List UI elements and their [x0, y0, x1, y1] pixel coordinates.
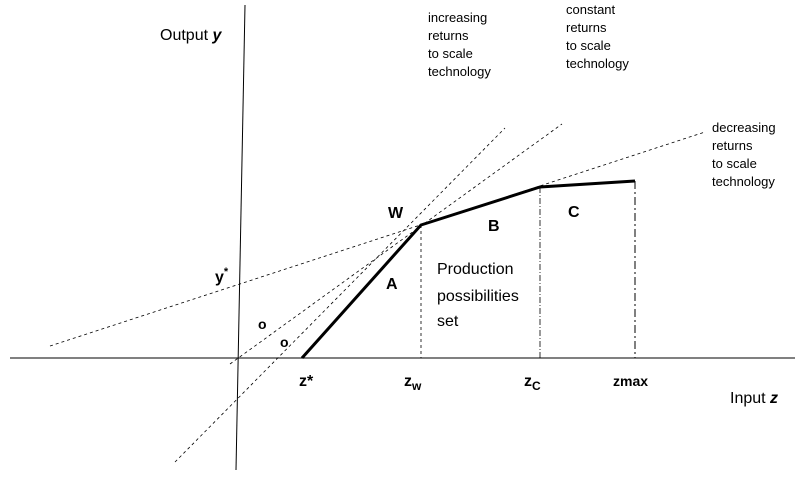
line: set: [437, 313, 459, 330]
line: to scale: [566, 38, 611, 53]
increasing-label: increasing returns to scale technology: [428, 10, 491, 79]
line: decreasing: [712, 120, 776, 135]
marker: o: [258, 316, 267, 332]
line: returns: [566, 20, 607, 35]
point-w: W: [388, 205, 404, 222]
var: z: [404, 373, 412, 390]
segment-c: C: [568, 204, 580, 221]
x-axis-label: Input z: [730, 390, 778, 407]
frontier: [300, 179, 636, 360]
line: constant: [566, 2, 616, 17]
point-y-star: y*: [215, 266, 229, 286]
var: y: [211, 27, 222, 44]
line: to scale: [428, 46, 473, 61]
var: z: [524, 373, 532, 390]
y-axis: [235, 4, 246, 471]
var: y: [215, 269, 224, 286]
point-z-star: z*: [299, 373, 314, 390]
line: Production: [437, 261, 514, 278]
line: to scale: [712, 156, 757, 171]
sup: *: [224, 266, 229, 278]
sub: C: [532, 379, 541, 393]
sub: w: [411, 379, 422, 393]
region-label: Production possibilities set: [437, 261, 519, 330]
var: z: [769, 390, 778, 407]
point-z-w: zw: [404, 373, 422, 393]
segment-b: B: [488, 218, 500, 235]
line: returns: [428, 28, 469, 43]
marker: o: [280, 334, 289, 350]
label: Output: [160, 27, 209, 44]
constant-ray: [229, 123, 563, 365]
line: possibilities: [437, 288, 519, 305]
point-z-max: zmax: [613, 373, 648, 389]
line: increasing: [428, 10, 487, 25]
line: technology: [566, 56, 629, 71]
increasing-ray: [174, 127, 506, 463]
line: technology: [428, 64, 491, 79]
line: returns: [712, 138, 753, 153]
decreasing-label: decreasing returns to scale technology: [712, 120, 776, 189]
decreasing-ray: [49, 131, 706, 347]
segment-a: A: [386, 276, 398, 293]
point-z-c: zC: [524, 373, 541, 393]
line: technology: [712, 174, 775, 189]
constant-label: constant returns to scale technology: [566, 2, 629, 71]
label: Input: [730, 390, 766, 407]
y-axis-label: Output y: [160, 27, 222, 44]
